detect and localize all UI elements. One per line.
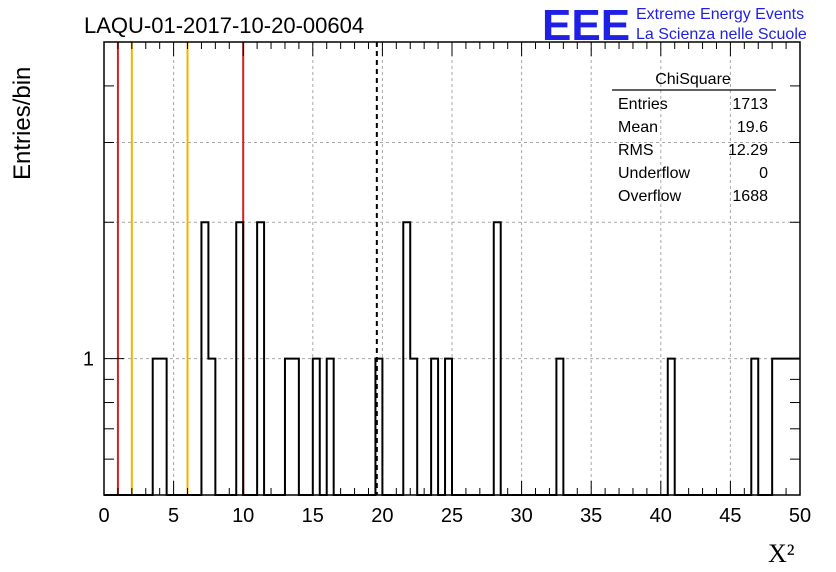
eee-logo: EEE Extreme Energy Events La Scienza nel…: [542, 1, 807, 50]
x-tick-label: 30: [510, 505, 532, 527]
stats-value: 1713: [732, 96, 768, 113]
stats-value: 19.6: [737, 119, 768, 136]
reference-lines: [116, 42, 378, 495]
y-axis-label: Entries/bin: [9, 67, 36, 180]
x-tick-label: 15: [302, 505, 324, 527]
stats-label: RMS: [618, 142, 654, 159]
stats-label: Entries: [618, 96, 668, 113]
stats-label: Overflow: [618, 188, 682, 205]
x-tick-label: 20: [371, 505, 393, 527]
x-axis-label: X²: [768, 539, 795, 568]
stats-rows: Entries 1713 Mean 19.6 RMS 12.29 Underflow 0 Ove…: [618, 96, 768, 205]
stats-value: 1688: [732, 188, 768, 205]
x-axis-ticks: 0 5 10 15 20 25 30 35 40 45 50: [98, 42, 811, 527]
stats-value: 12.29: [728, 142, 768, 159]
chart-title: LAQU-01-2017-10-20-00604: [84, 13, 364, 38]
x-tick-label: 5: [168, 505, 179, 527]
stats-title: ChiSquare: [655, 71, 731, 88]
x-tick-label: 35: [580, 505, 602, 527]
stats-label: Underflow: [618, 165, 690, 182]
stats-value: 0: [759, 165, 768, 182]
x-tick-label: 40: [650, 505, 672, 527]
histogram-outline: [104, 221, 800, 496]
x-tick-label: 0: [98, 505, 109, 527]
y-tick-label: 1: [83, 349, 94, 371]
x-tick-label: 50: [789, 505, 811, 527]
y-axis-ticks: 1: [83, 85, 800, 460]
logo-line-1: Extreme Energy Events: [636, 6, 804, 23]
x-tick-label: 10: [232, 505, 254, 527]
x-tick-label: 45: [719, 505, 741, 527]
stats-label: Mean: [618, 119, 658, 136]
logo-line-2: La Scienza nelle Scuole: [636, 26, 807, 43]
stats-box: ChiSquare Entries 1713 Mean 19.6 RMS 12.29 Und…: [612, 71, 776, 205]
x-tick-label: 25: [441, 505, 463, 527]
